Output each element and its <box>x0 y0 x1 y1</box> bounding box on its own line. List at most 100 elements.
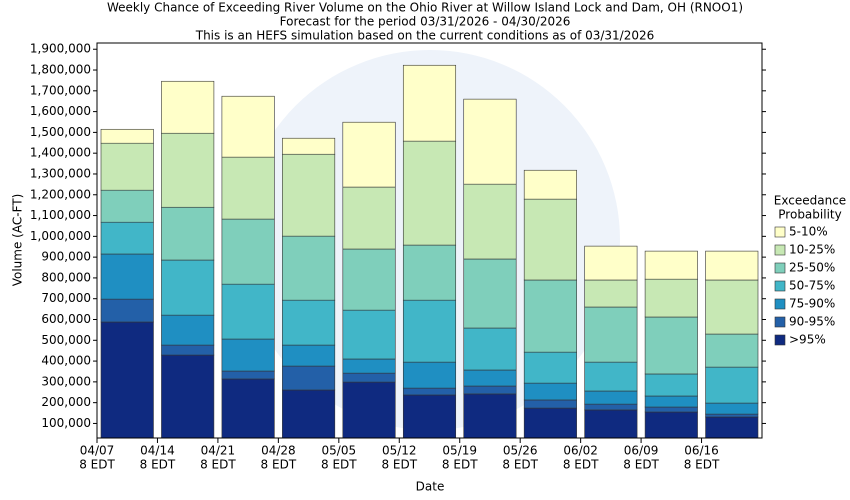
x-tick-label: 8 EDT <box>684 458 720 472</box>
bar-segment <box>221 283 275 340</box>
bar-segment <box>705 413 759 418</box>
legend-title: Exceedance <box>774 194 846 208</box>
bar-segment <box>221 95 275 158</box>
legend-swatch <box>774 262 786 274</box>
y-tick-label: 1,300,000 <box>30 166 91 180</box>
bar-segment <box>342 186 396 250</box>
bar-segment <box>705 416 759 438</box>
bar-segment <box>342 381 396 438</box>
y-tick-label: 600,000 <box>41 312 91 326</box>
x-tick-label: 8 EDT <box>442 458 478 472</box>
x-tick-label: 04/07 <box>80 444 115 458</box>
bar-segment <box>644 316 698 375</box>
y-tick-label: 500,000 <box>41 333 91 347</box>
x-tick-label: 8 EDT <box>200 458 236 472</box>
bar-segment <box>644 250 698 280</box>
bar-segment <box>523 279 577 353</box>
x-tick-label: 8 EDT <box>563 458 599 472</box>
bar-segment <box>463 183 517 260</box>
bar-segment <box>463 258 517 329</box>
y-tick-label: 1,500,000 <box>30 125 91 139</box>
chart-subtitle: This is an HEFS simulation based on the … <box>195 29 655 43</box>
x-tick-label: 04/21 <box>201 444 236 458</box>
bar-segment <box>161 314 215 346</box>
legend-label: >95% <box>789 333 826 347</box>
x-tick-label: 04/28 <box>261 444 296 458</box>
legend-swatch <box>774 226 786 238</box>
x-tick-label: 05/26 <box>503 444 538 458</box>
bar-segment <box>584 409 638 438</box>
y-tick-label: 100,000 <box>41 416 91 430</box>
bar-segment <box>523 407 577 438</box>
legend-swatch <box>774 298 786 310</box>
y-tick-label: 200,000 <box>41 395 91 409</box>
bar-segment <box>584 245 638 281</box>
y-tick-label: 1,800,000 <box>30 63 91 77</box>
legend-swatch <box>774 334 786 346</box>
bar-segment <box>100 189 154 223</box>
y-tick-label: 800,000 <box>41 270 91 284</box>
bar-segment <box>402 361 457 389</box>
x-tick-label: 05/05 <box>322 444 357 458</box>
legend-title: Probability <box>778 208 841 222</box>
bar-segment <box>402 64 457 142</box>
x-tick-label: 8 EDT <box>140 458 176 472</box>
bar-segment <box>342 121 396 188</box>
bar-segment <box>463 385 517 395</box>
bar-segment <box>402 299 457 363</box>
y-tick-label: 1,900,000 <box>30 42 91 56</box>
x-tick-label: 05/12 <box>382 444 417 458</box>
bar-segment <box>523 351 577 384</box>
bar-segment <box>100 142 154 191</box>
legend-label: 50-75% <box>789 279 835 293</box>
bar-segment <box>402 244 457 301</box>
y-tick-label: 400,000 <box>41 354 91 368</box>
chart-title: Weekly Chance of Exceeding River Volume … <box>107 1 743 15</box>
legend-swatch <box>774 280 786 292</box>
y-tick-label: 1,200,000 <box>30 187 91 201</box>
x-axis-label: Date <box>416 480 445 494</box>
bar-segment <box>644 373 698 397</box>
x-tick-label: 05/19 <box>442 444 477 458</box>
bar-segment <box>221 338 275 372</box>
bar-segment <box>463 393 517 438</box>
bar-segment <box>644 395 698 408</box>
bar-segment <box>282 344 336 367</box>
x-tick-label: 8 EDT <box>261 458 297 472</box>
bar-segment <box>523 399 577 409</box>
bars <box>100 64 759 438</box>
bar-segment <box>161 344 215 356</box>
bar-segment <box>282 153 336 237</box>
y-tick-label: 1,400,000 <box>30 146 91 160</box>
y-tick-label: 1,100,000 <box>30 208 91 222</box>
bar-segment <box>523 382 577 401</box>
bar-segment <box>221 378 275 438</box>
x-tick-label: 06/16 <box>684 444 719 458</box>
bar-segment <box>463 369 517 387</box>
bar-segment <box>644 278 698 318</box>
bar-segment <box>705 333 759 368</box>
bar-segment <box>342 358 396 374</box>
bar-segment <box>161 354 215 438</box>
bar-segment <box>584 361 638 392</box>
bar-segment <box>463 98 517 185</box>
legend-label: 25-50% <box>789 261 835 275</box>
x-tick-label: 8 EDT <box>381 458 417 472</box>
bar-segment <box>282 389 336 438</box>
x-tick-label: 06/02 <box>563 444 598 458</box>
plot-frame <box>96 42 763 439</box>
bar-segment <box>584 306 638 363</box>
bar-segment <box>221 370 275 380</box>
bar-segment <box>705 250 759 281</box>
y-tick-label: 900,000 <box>41 250 91 264</box>
bar-segment <box>221 218 275 285</box>
x-tick-label: 8 EDT <box>321 458 357 472</box>
y-tick-label: 1,700,000 <box>30 83 91 97</box>
bar-segment <box>282 137 336 155</box>
bar-segment <box>584 390 638 405</box>
bar-segment <box>100 221 154 255</box>
bar-segment <box>523 198 577 281</box>
bar-segment <box>282 235 336 301</box>
y-tick-label: 1,600,000 <box>30 104 91 118</box>
